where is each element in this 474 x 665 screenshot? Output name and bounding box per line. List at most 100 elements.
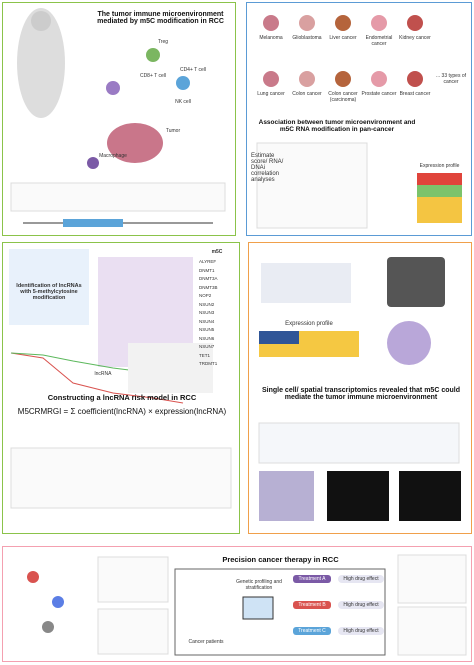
gene-label: NSUN4 bbox=[199, 318, 215, 324]
panel-microenvironment: The tumor immune microenvironment mediat… bbox=[2, 2, 236, 236]
panel-art bbox=[27, 554, 467, 656]
therapy-box bbox=[174, 568, 386, 656]
effect-label: High drug effect bbox=[338, 627, 384, 635]
cell-label: Macrophage bbox=[99, 153, 127, 159]
effect-label: High drug effect bbox=[338, 601, 384, 609]
cell-label: Treg bbox=[157, 39, 169, 45]
panel-art bbox=[9, 249, 232, 509]
treatment-label: Treatment C bbox=[293, 627, 331, 635]
gene-label: NSUN5 bbox=[199, 327, 215, 332]
umap bbox=[387, 321, 431, 365]
profiling-label: Genetic profiling and stratification bbox=[236, 579, 282, 591]
gene-label: TRDMT1 bbox=[199, 361, 218, 366]
panel-art bbox=[10, 8, 226, 227]
panel-title: Single cell/ spatial transcriptomics rev… bbox=[261, 387, 460, 401]
effect-label: High drug effect bbox=[338, 575, 384, 583]
cancer-icon bbox=[335, 71, 351, 87]
boxplot bbox=[97, 556, 169, 603]
tissue bbox=[259, 471, 314, 521]
cancer-icon bbox=[407, 15, 423, 31]
cancer-label: Breast cancer bbox=[399, 91, 431, 97]
expression-label: Expression profile bbox=[419, 163, 460, 169]
panel-title: Precision cancer therapy in RCC bbox=[222, 555, 339, 564]
cancer-icon bbox=[263, 15, 279, 31]
workflow bbox=[258, 422, 460, 464]
panel-title: Association between tumor microenvironme… bbox=[258, 119, 416, 133]
heatmap-row bbox=[417, 173, 462, 185]
cancer-icon bbox=[299, 71, 315, 87]
atom bbox=[27, 571, 39, 583]
cancer-label: Prostate cancer bbox=[361, 91, 397, 97]
identification-box bbox=[9, 249, 89, 325]
gene-label: DNMT1 bbox=[199, 267, 215, 273]
spatial-map bbox=[399, 471, 461, 521]
lncrna-label: lncRNA bbox=[94, 371, 112, 377]
panel-pancancer: Melanoma Glioblastoma Liver cancer Endometr… bbox=[246, 2, 472, 236]
boxplot-area bbox=[10, 447, 232, 509]
sequencer bbox=[387, 257, 445, 307]
curve-plot bbox=[397, 606, 467, 656]
gene-label: NOP2 bbox=[199, 293, 212, 298]
km-curve bbox=[10, 352, 184, 404]
panel-therapy: Precision cancer therapy in RCC Cancer p… bbox=[2, 546, 472, 662]
cds bbox=[63, 219, 123, 227]
spatial-map bbox=[327, 471, 389, 521]
cancer-label: Lung cancer bbox=[257, 91, 285, 97]
cancer-icon bbox=[263, 71, 279, 87]
cancer-icon bbox=[335, 15, 351, 31]
cancer-label: Glioblastoma bbox=[292, 35, 322, 41]
gene-label: DNMT3B bbox=[199, 284, 218, 290]
gene-label: TET1 bbox=[199, 352, 211, 358]
scatter-grid bbox=[256, 142, 368, 229]
identification-label: Identification of lncRNAs with 5-methylc… bbox=[16, 283, 82, 301]
cell-label: NK cell bbox=[175, 99, 191, 105]
gene-label: NSUN2 bbox=[199, 301, 215, 307]
cell-label: CD4+ T cell bbox=[179, 67, 207, 73]
cancer-icon bbox=[371, 15, 387, 31]
cell bbox=[106, 81, 120, 95]
cancer-label: Endometrial cancer bbox=[365, 35, 393, 47]
heatmap-row bbox=[417, 185, 462, 197]
formula: M5CRMRGI = Σ coefficient(lncRNA) × expre… bbox=[17, 407, 227, 416]
panel-art bbox=[256, 142, 462, 229]
atom bbox=[42, 621, 54, 633]
cancer-icon bbox=[299, 15, 315, 31]
cancer-label: Melanoma bbox=[259, 35, 283, 41]
gene-label: ALYREF bbox=[199, 259, 217, 264]
patients-label: Cancer patients bbox=[188, 639, 224, 645]
panel-title: Constructing a lncRNA risk model in RCC bbox=[47, 393, 197, 402]
panel-singlecell: Expression profile Single cell/ spatial … bbox=[248, 242, 472, 534]
treatment-label: Treatment B bbox=[293, 601, 331, 609]
gene-label: DNMT3A bbox=[199, 276, 218, 281]
cancer-label: Liver cancer bbox=[329, 35, 357, 41]
cancer-icon bbox=[407, 71, 423, 87]
analysis-label: Estimate score/ RNA/ DNAi correlation an… bbox=[251, 153, 284, 183]
body-silhouette bbox=[17, 8, 65, 118]
expression-label: Expression profile bbox=[285, 321, 333, 327]
atom bbox=[52, 596, 64, 608]
gene-label: NSUN3 bbox=[199, 310, 215, 315]
panel-title: The tumor immune microenvironment mediat… bbox=[97, 11, 224, 25]
heatmap bbox=[128, 343, 213, 393]
monitor bbox=[242, 596, 274, 620]
curve-plot bbox=[397, 554, 467, 604]
head bbox=[31, 11, 51, 31]
cancer-label: Colon cancer (carcinoma) bbox=[328, 91, 358, 103]
nucleotide-panel bbox=[10, 182, 226, 212]
m5c-header: m5C bbox=[211, 249, 223, 255]
panel-art bbox=[258, 257, 461, 521]
panel-lncrna: Identification of lncRNAs with 5-methylc… bbox=[2, 242, 240, 534]
cell-label: CD8+ T cell bbox=[139, 73, 167, 79]
tumor bbox=[107, 123, 163, 163]
gene-label: NSUN7 bbox=[199, 344, 215, 349]
treatment-label: Treatment A bbox=[293, 575, 331, 583]
cancer-icon bbox=[371, 71, 387, 87]
cell-label: Tumor bbox=[165, 128, 181, 134]
cancer-label: Kidney cancer bbox=[399, 35, 431, 41]
scatter bbox=[97, 608, 169, 655]
heatmap-block bbox=[259, 331, 299, 344]
cancer-label: Colon cancer bbox=[292, 91, 322, 97]
cell bbox=[87, 157, 99, 169]
cell bbox=[176, 76, 190, 90]
